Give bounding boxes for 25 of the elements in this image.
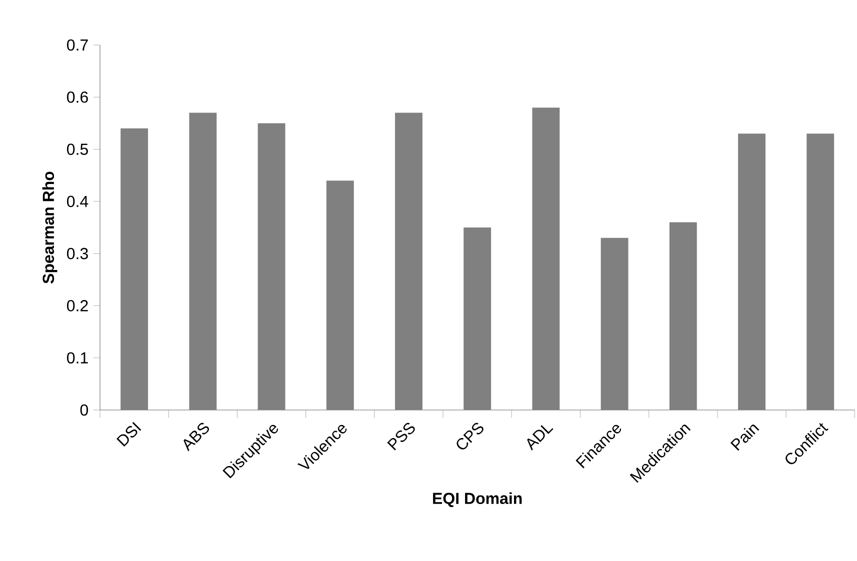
x-axis-title: EQI Domain: [433, 492, 522, 508]
bar: [532, 108, 560, 410]
bar: [464, 228, 492, 410]
y-tick-label: 0.3: [67, 248, 88, 260]
y-tick-label: 0.1: [67, 352, 88, 364]
y-tick-label: 0.5: [67, 144, 88, 155]
bar: [600, 238, 628, 410]
bar: [738, 134, 766, 410]
x-tick-label: DSI: [116, 422, 142, 447]
bar: [669, 222, 697, 410]
y-tick-label: 0.6: [67, 91, 88, 103]
bar: [120, 128, 148, 410]
y-tick-label: 0.2: [67, 300, 88, 312]
bar: [806, 134, 834, 410]
x-tick-label: CPS: [456, 422, 484, 450]
bar: [189, 112, 217, 410]
bar: [258, 123, 286, 410]
x-tick-label: ADL: [527, 425, 554, 451]
y-tick-label: 0.4: [67, 196, 88, 208]
y-tick-label: 0.7: [67, 39, 88, 51]
y-axis-title: Spearman Rho: [42, 172, 58, 284]
bar: [326, 180, 354, 410]
y-tick-label: 0: [80, 404, 88, 416]
bar: [395, 112, 422, 410]
x-tick-label: Pain: [730, 424, 760, 451]
